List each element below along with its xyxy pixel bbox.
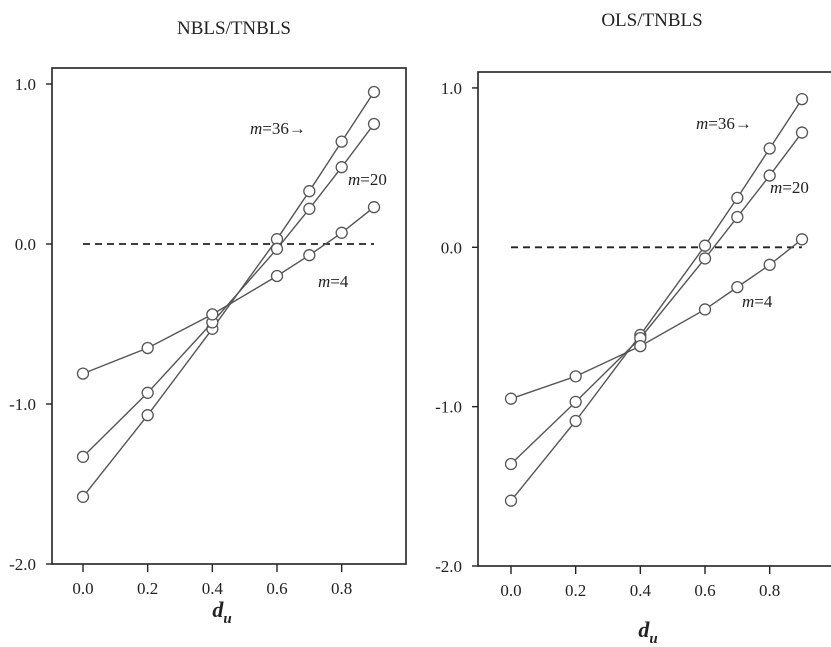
data-point-m=4: [795, 233, 809, 246]
series-label-variable: m: [318, 272, 330, 291]
data-point-m=20: [504, 457, 518, 471]
series-label-value: =20: [782, 178, 809, 197]
data-point-m=20: [141, 386, 154, 399]
x-tick-label: 0.0: [72, 579, 93, 598]
y-tick-label: -1.0: [435, 398, 462, 417]
y-tick-label: -2.0: [9, 555, 36, 574]
data-point-m=20: [698, 252, 712, 265]
data-point-m=4: [141, 341, 154, 355]
data-point-m=20: [335, 161, 348, 174]
x-tick-label: 0.4: [202, 579, 224, 598]
data-point-m=4: [76, 367, 90, 380]
x-tick-label: 0.2: [565, 581, 586, 600]
series-label-variable: m: [742, 292, 754, 311]
plot-frame: [477, 71, 831, 567]
series-label-variable: m: [348, 170, 360, 189]
x-axis-label-subscript: u: [649, 631, 657, 647]
chart-title: NBLS/TNBLS: [177, 18, 291, 39]
series-label-variable: m: [770, 178, 782, 197]
data-point-m=4: [569, 370, 582, 383]
data-point-m=4: [731, 280, 744, 294]
series-label: m=20: [348, 170, 387, 189]
data-point-m=20: [795, 126, 809, 139]
data-point-m=36: [303, 185, 316, 198]
y-tick-label: 1.0: [441, 79, 462, 98]
data-point-m=36: [698, 239, 712, 252]
data-point-m=4: [367, 201, 381, 214]
data-point-m=4: [698, 303, 712, 316]
x-tick-label: 0.2: [137, 579, 158, 598]
x-tick-label: 0.0: [500, 581, 521, 600]
x-tick-label: 0.8: [759, 581, 780, 600]
data-point-m=36: [763, 142, 776, 155]
data-point-m=36: [569, 414, 582, 428]
data-point-m=20: [367, 117, 381, 131]
data-point-m=20: [731, 210, 744, 224]
series-label-variable: m: [250, 119, 262, 138]
y-tick-label: -1.0: [9, 395, 36, 414]
data-point-m=4: [270, 269, 284, 283]
y-tick-label: -2.0: [435, 557, 462, 576]
series-label-value: =36→: [708, 114, 752, 133]
x-tick-label: 0.4: [630, 581, 652, 600]
series-label: m=36→: [250, 119, 306, 138]
data-point-m=20: [763, 169, 776, 182]
data-point-m=36: [367, 85, 381, 99]
data-point-m=4: [634, 339, 647, 353]
x-tick-label: 0.6: [694, 581, 715, 600]
x-axis-label-subscript: u: [223, 611, 231, 627]
series-label: m=36→: [696, 114, 752, 133]
x-axis-label-main: d: [638, 617, 650, 642]
data-point-m=20: [303, 202, 316, 215]
series-line-m=36: [82, 91, 375, 498]
data-point-m=4: [206, 308, 219, 321]
y-tick-label: 0.0: [15, 235, 36, 254]
series-label-value: =4: [754, 292, 773, 311]
data-point-m=36: [141, 409, 154, 422]
data-point-m=20: [569, 395, 582, 409]
data-point-m=20: [270, 242, 284, 255]
x-axis-label: du: [212, 597, 231, 627]
data-point-m=36: [76, 490, 90, 503]
y-tick-label: 0.0: [441, 238, 462, 257]
series-label: m=4: [318, 272, 349, 291]
x-tick-label: 0.6: [266, 579, 287, 598]
data-point-m=20: [76, 450, 90, 463]
data-point-m=4: [763, 258, 776, 271]
y-tick-label: 1.0: [15, 75, 36, 94]
panel-nbls-tnbls: NBLS/TNBLS du 0.0 0.2 0.4 0.6 0.8 1.0 0.0 -1.0 -…: [9, 18, 407, 627]
series-label-value: =4: [330, 272, 349, 291]
series-label: m=20: [770, 178, 809, 197]
x-axis-label-main: d: [212, 597, 224, 622]
x-axis-label: du: [638, 617, 657, 647]
data-point-m=36: [504, 494, 518, 507]
plot-frame: [51, 67, 407, 565]
series-label-value: =20: [360, 170, 387, 189]
data-point-m=36: [795, 92, 809, 106]
data-point-m=4: [504, 392, 518, 405]
series-label-value: =36→: [262, 119, 306, 138]
data-point-m=36: [335, 135, 348, 148]
series-label-variable: m: [696, 114, 708, 133]
chart-title: OLS/TNBLS: [601, 10, 702, 31]
x-tick-label: 0.8: [331, 579, 352, 598]
data-point-m=4: [303, 249, 316, 262]
data-point-m=4: [335, 226, 348, 239]
series-label: m=4: [742, 292, 773, 311]
panel-ols-tnbls: OLS/TNBLS du 0.0 0.2 0.4 0.6 0.8 1.0 0.0 -1.0 -2…: [435, 10, 831, 647]
data-point-m=36: [731, 191, 744, 205]
